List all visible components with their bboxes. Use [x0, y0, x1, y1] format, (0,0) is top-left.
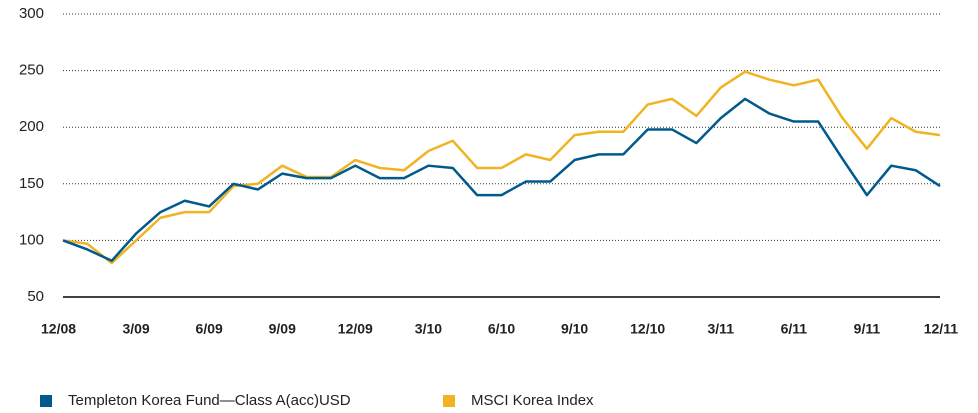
y-tick-label: 50 — [27, 288, 44, 305]
y-tick-label: 200 — [19, 118, 44, 135]
legend-swatch — [40, 395, 52, 407]
x-tick-label: 9/09 — [269, 321, 296, 337]
x-tick-label: 6/09 — [196, 321, 223, 337]
y-tick-label: 150 — [19, 175, 44, 192]
y-tick-label: 250 — [19, 62, 44, 79]
series-line — [62, 70, 941, 265]
legend-label: MSCI Korea Index — [471, 392, 594, 409]
y-tick-label: 100 — [19, 231, 44, 248]
legend-swatch — [443, 395, 455, 407]
x-tick-label: 3/10 — [415, 321, 442, 337]
x-tick-label: 12/11 — [924, 321, 958, 337]
x-tick-label: 6/10 — [488, 321, 515, 337]
x-tick-label: 12/09 — [338, 321, 373, 337]
x-tick-label: 12/08 — [41, 321, 76, 337]
x-tick-label: 6/11 — [781, 321, 808, 337]
y-tick-label: 300 — [19, 5, 44, 22]
series-line — [62, 97, 941, 263]
legend-label: Templeton Korea Fund—Class A(acc)USD — [68, 392, 351, 409]
x-tick-label: 3/09 — [122, 321, 149, 337]
x-tick-label: 9/11 — [854, 321, 881, 337]
x-tick-label: 9/10 — [561, 321, 588, 337]
x-tick-label: 3/11 — [708, 321, 735, 337]
x-tick-label: 12/10 — [630, 321, 665, 337]
